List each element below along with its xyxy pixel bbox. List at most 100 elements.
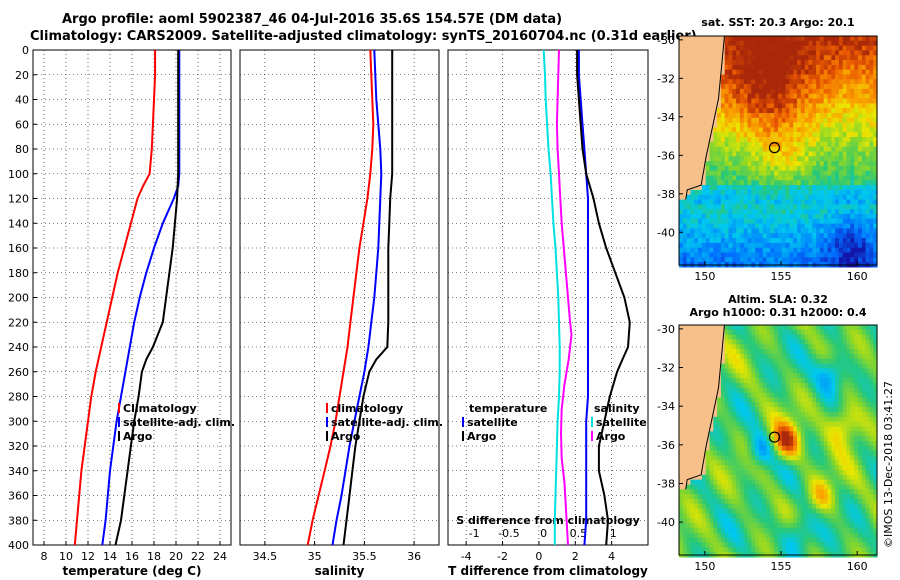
sla-map-cell bbox=[781, 402, 787, 408]
sla-map-cell bbox=[865, 421, 870, 427]
sst-map-cell bbox=[831, 247, 836, 254]
sst-map-cell bbox=[762, 238, 768, 244]
sst-map-cell bbox=[854, 137, 859, 143]
sla-map-cell bbox=[789, 503, 794, 510]
sla-map-cell bbox=[766, 431, 771, 437]
sla-map-cell bbox=[679, 474, 684, 481]
sla-map-cell bbox=[713, 498, 718, 505]
sst-map-cell bbox=[701, 228, 707, 234]
sla-map-cell bbox=[739, 358, 745, 365]
sst-map-cell bbox=[686, 55, 691, 61]
sst-map-cell bbox=[785, 175, 790, 181]
sla-map-cell bbox=[800, 354, 806, 360]
sst-map-cell bbox=[838, 122, 844, 128]
sst-map-cell bbox=[679, 189, 684, 196]
sst-map-cell bbox=[739, 242, 745, 249]
sst-map-cell bbox=[797, 223, 802, 229]
sst-map-cell bbox=[842, 247, 848, 254]
sst-map-cell bbox=[717, 141, 722, 148]
sla-map-cell bbox=[682, 474, 688, 481]
sla-map-cell bbox=[861, 426, 867, 432]
sst-map-cell bbox=[755, 74, 760, 80]
sla-map-cell bbox=[732, 397, 737, 403]
sst-map-cell bbox=[838, 36, 844, 42]
sla-map-cell bbox=[751, 344, 756, 350]
sla-map-cell bbox=[861, 503, 867, 510]
sst-map-cell bbox=[778, 40, 783, 47]
sdiff-legend-title: salinity bbox=[594, 402, 640, 415]
sla-map-cell bbox=[770, 373, 775, 379]
sst-map-cell bbox=[835, 98, 840, 104]
sst-map-cell bbox=[797, 122, 802, 128]
sla-map-cell bbox=[838, 455, 844, 461]
sst-map-cell bbox=[781, 79, 787, 85]
sst-lat-tick-label: -32 bbox=[657, 72, 675, 85]
sst-map-cell bbox=[865, 189, 870, 196]
sla-map-cell bbox=[774, 489, 779, 495]
sst-map-cell bbox=[759, 132, 764, 138]
sst-map-cell bbox=[694, 74, 699, 80]
sst-map-cell bbox=[682, 242, 688, 249]
sst-map-cell bbox=[709, 122, 714, 128]
sst-map-cell bbox=[755, 60, 760, 66]
sla-map-cell bbox=[736, 363, 741, 370]
sla-map-cell bbox=[713, 329, 718, 336]
sla-map-cell bbox=[823, 358, 829, 365]
sst-map-cell bbox=[869, 79, 874, 85]
sst-map-cell bbox=[873, 175, 878, 181]
sla-map-cell bbox=[812, 431, 817, 437]
sla-map-cell bbox=[808, 445, 813, 452]
sla-map-cell bbox=[793, 508, 798, 514]
sst-map-cell bbox=[686, 64, 691, 71]
sst-map-cell bbox=[762, 79, 768, 85]
sla-map-cell bbox=[865, 450, 870, 456]
sst-map-cell bbox=[728, 199, 733, 205]
sst-map-cell bbox=[865, 175, 870, 181]
sla-map-cell bbox=[816, 479, 821, 485]
sla-map-cell bbox=[698, 484, 703, 490]
sla-map-cell bbox=[747, 527, 752, 534]
sst-map-cell bbox=[793, 209, 798, 215]
sla-map-cell bbox=[785, 445, 790, 452]
sla-map-cell bbox=[789, 484, 794, 490]
sst-map-cell bbox=[720, 238, 726, 244]
sla-map-cell bbox=[873, 441, 878, 447]
sst-map-cell bbox=[686, 252, 691, 258]
sst-map-cell bbox=[690, 252, 695, 258]
sst-map-cell bbox=[854, 156, 859, 162]
sla-map-cell bbox=[751, 474, 756, 481]
sla-map-cell bbox=[686, 450, 691, 456]
sst-map-cell bbox=[781, 103, 787, 109]
sla-map-cell bbox=[747, 358, 752, 365]
sst-map-cell bbox=[827, 36, 832, 42]
sla-map-cell bbox=[755, 441, 760, 447]
sst-map-cell bbox=[789, 199, 794, 205]
sla-map-cell bbox=[854, 441, 859, 447]
sla-map-cell bbox=[717, 503, 722, 510]
sst-map-cell bbox=[789, 103, 794, 109]
sla-map-cell bbox=[808, 503, 813, 510]
sst-map-cell bbox=[846, 161, 851, 167]
sla-map-cell bbox=[717, 436, 722, 442]
sla-map-cell bbox=[835, 518, 840, 524]
sst-map-cell bbox=[778, 218, 783, 225]
sst-map-cell bbox=[766, 117, 771, 124]
sst-map-cell bbox=[793, 69, 798, 76]
sst-map-cell bbox=[679, 180, 684, 186]
sst-map-cell bbox=[686, 69, 691, 76]
sla-map-cell bbox=[831, 460, 836, 466]
sla-map-cell bbox=[698, 455, 703, 461]
sst-map-cell bbox=[827, 185, 832, 191]
sst-map-cell bbox=[793, 170, 798, 177]
sla-map-cell bbox=[690, 503, 695, 510]
sla-map-cell bbox=[774, 455, 779, 461]
sst-map-cell bbox=[701, 252, 707, 258]
sla-map-cell bbox=[751, 397, 756, 403]
sst-map-cell bbox=[831, 141, 836, 148]
sla-map-cell bbox=[686, 416, 691, 423]
sla-map-cell bbox=[690, 387, 695, 394]
sst-map-cell bbox=[831, 161, 836, 167]
sst-map-cell bbox=[858, 185, 863, 191]
sla-map-cell bbox=[766, 523, 771, 529]
sst-map-cell bbox=[679, 103, 684, 109]
